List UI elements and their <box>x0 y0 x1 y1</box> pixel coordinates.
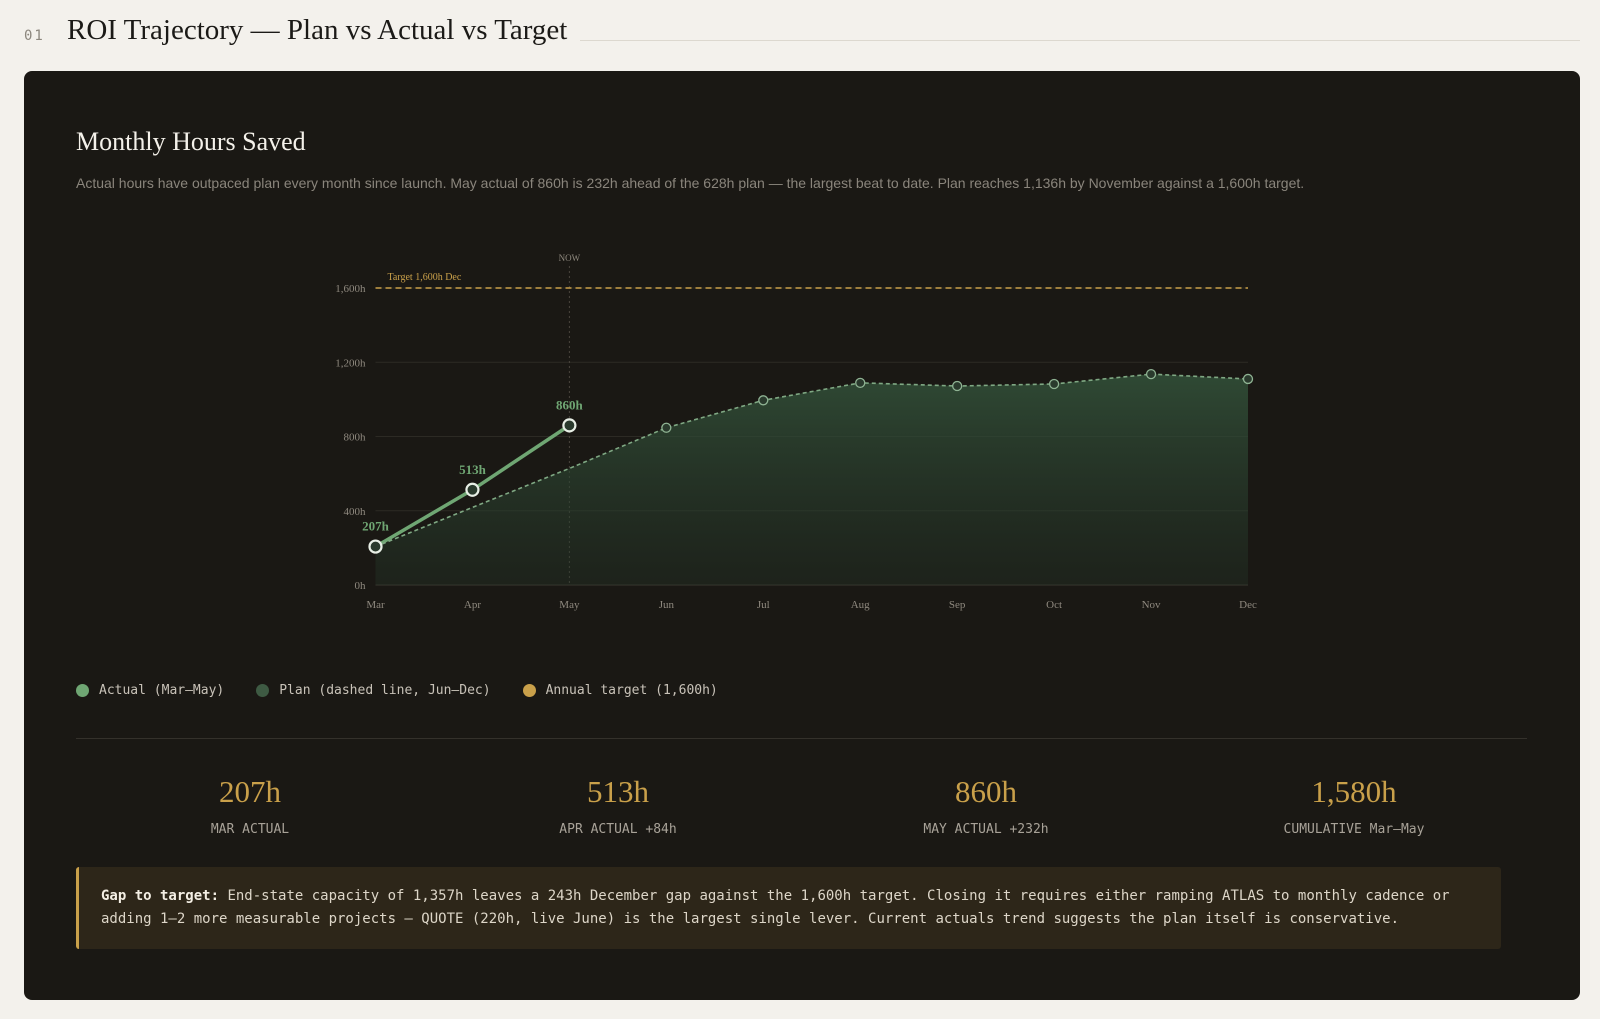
x-tick-label: Mar <box>366 599 385 611</box>
y-tick-label: 1,600h <box>335 283 366 295</box>
x-tick-label: May <box>559 599 580 611</box>
callout-text: Gap to target: End-state capacity of 1,3… <box>101 885 1501 931</box>
x-tick-label: Dec <box>1239 599 1257 611</box>
legend: Actual (Mar–May) Plan (dashed line, Jun–D… <box>76 683 718 698</box>
x-tick-label: Jun <box>659 599 675 611</box>
data-label: 860h <box>556 397 584 412</box>
section-title: ROI Trajectory — Plan vs Actual vs Targe… <box>67 14 568 46</box>
x-tick-label: Sep <box>949 599 966 611</box>
legend-swatch <box>76 684 89 697</box>
divider <box>76 738 1527 739</box>
chart-subtitle: Actual hours have outpaced plan every mo… <box>76 175 1305 191</box>
stat: 860h MAY ACTUAL +232h <box>836 774 1136 837</box>
actual-point <box>465 482 480 497</box>
legend-item: Annual target (1,600h) <box>522 683 718 698</box>
chart-title: Monthly Hours Saved <box>76 127 306 156</box>
plan-point <box>1242 373 1254 385</box>
plan-point <box>758 395 769 406</box>
legend-swatch <box>256 684 270 697</box>
actual-point <box>368 539 383 554</box>
legend-label: Annual target (1,600h) <box>545 683 718 698</box>
data-label: 207h <box>362 519 390 534</box>
stat-value: 860h <box>955 774 1017 809</box>
x-tick-label: Oct <box>1046 599 1062 611</box>
stat: 207h MAR ACTUAL <box>100 774 400 837</box>
target-label: Target 1,600h Dec <box>388 272 462 283</box>
legend-item: Plan (dashed line, Jun–Dec) <box>256 683 491 698</box>
plan-line <box>375 373 1249 548</box>
data-label: 513h <box>459 462 487 477</box>
plan-point <box>1048 378 1060 390</box>
now-label: NOW <box>559 253 581 263</box>
header-rule <box>580 40 1580 41</box>
callout-lead: Gap to target: <box>101 888 220 904</box>
legend-label: Plan (dashed line, Jun–Dec) <box>279 683 491 698</box>
plan-point <box>952 380 963 392</box>
plan-point <box>1145 368 1157 380</box>
callout-body: End-state capacity of 1,357h leaves a 24… <box>101 888 1450 927</box>
y-tick-label: 1,200h <box>335 357 366 369</box>
legend-item: Actual (Mar–May) <box>76 683 224 698</box>
stat-label: MAR ACTUAL <box>210 822 290 837</box>
actual-point <box>562 418 577 433</box>
x-tick-label: Apr <box>464 599 481 611</box>
y-tick-label: 400h <box>344 506 367 518</box>
stat-value: 1,580h <box>1311 774 1397 809</box>
y-tick-label: 800h <box>344 432 367 444</box>
x-tick-label: Jul <box>757 599 770 611</box>
stat-label: CUMULATIVE Mar–May <box>1283 822 1425 837</box>
x-tick-label: Aug <box>851 599 870 611</box>
x-tick-label: Nov <box>1142 599 1161 611</box>
stat-label: APR ACTUAL +84h <box>559 822 677 837</box>
stat-value: 207h <box>219 774 281 809</box>
section-number: 01 <box>24 28 45 44</box>
y-tick-label: 0h <box>355 580 367 592</box>
plan-area <box>375 374 1248 585</box>
callout: Gap to target: End-state capacity of 1,3… <box>76 867 1501 949</box>
legend-swatch <box>522 684 536 697</box>
stat-label: MAY ACTUAL +232h <box>923 822 1049 837</box>
stat: 1,580h CUMULATIVE Mar–May <box>1204 774 1504 837</box>
stat-value: 513h <box>587 774 649 809</box>
plan-point <box>661 422 672 433</box>
legend-label: Actual (Mar–May) <box>99 683 225 698</box>
plan-point <box>855 377 866 389</box>
stat: 513h APR ACTUAL +84h <box>468 774 768 837</box>
